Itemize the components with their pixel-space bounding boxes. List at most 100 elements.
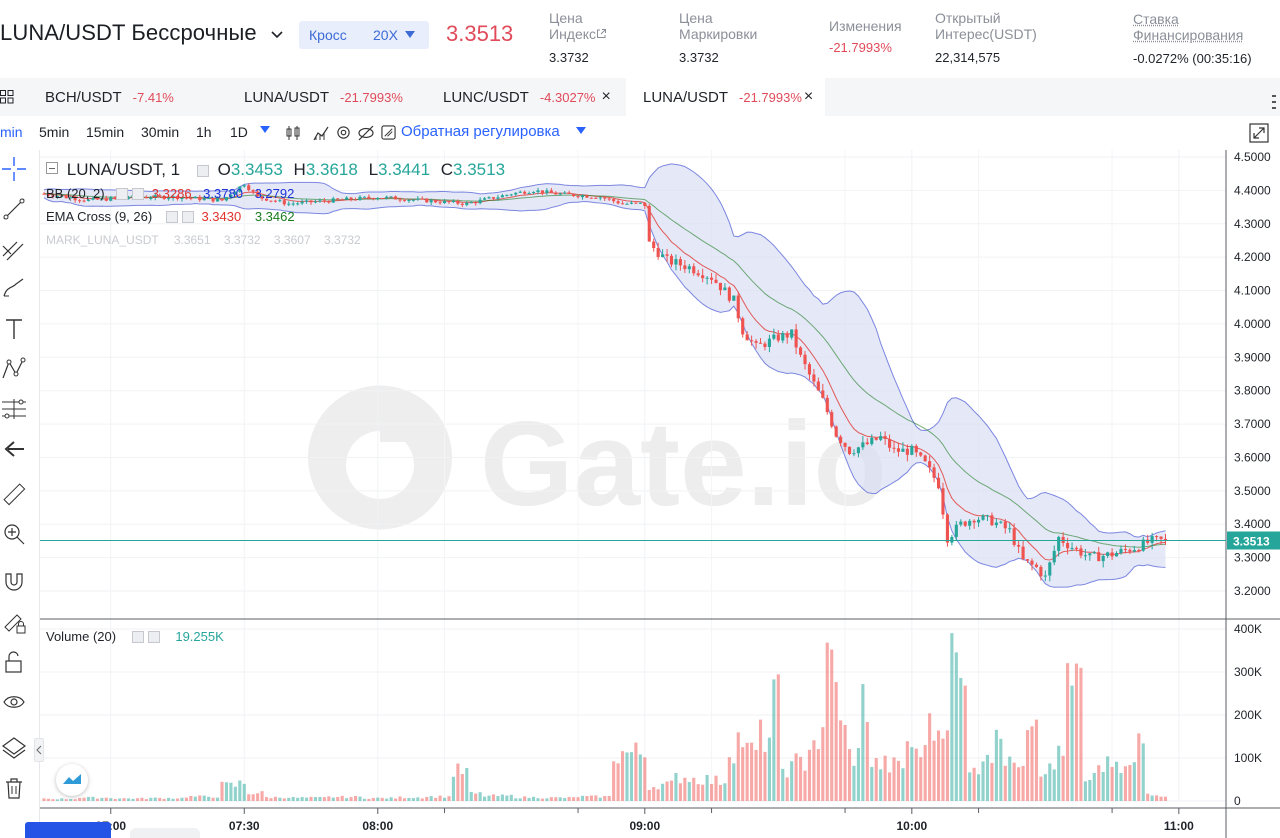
- adjust-mode-selector[interactable]: Обратная регулировка: [401, 123, 560, 140]
- trash-icon[interactable]: [0, 774, 28, 802]
- price-chart-area[interactable]: Gate.io 4.5000 4.4000 4.3000 4.2000 4.1000 4.…: [40, 150, 1280, 838]
- volume-bar: [358, 796, 362, 801]
- volume-bar: [709, 783, 714, 801]
- bb-close-icon[interactable]: [132, 188, 145, 200]
- candle-body: [945, 514, 949, 543]
- interval-1min[interactable]: min: [0, 124, 23, 140]
- volume-bar: [327, 796, 331, 801]
- volume-bar: [211, 797, 215, 801]
- candle-body: [718, 282, 723, 291]
- tab-pair: BCH/USDT: [45, 88, 122, 106]
- leverage-value[interactable]: 20X: [373, 27, 398, 43]
- forecast-icon[interactable]: [0, 395, 28, 423]
- candle-body: [402, 200, 407, 202]
- chevron-down-icon[interactable]: [266, 24, 288, 46]
- more-icon[interactable]: [1272, 94, 1276, 110]
- interval-1d[interactable]: 1D: [230, 124, 248, 140]
- ema-close-icon[interactable]: [181, 211, 194, 223]
- interval-15min[interactable]: 15min: [86, 124, 125, 140]
- caret-down-icon[interactable]: [405, 31, 415, 38]
- ruler-icon[interactable]: [0, 480, 28, 508]
- bb-settings-icon[interactable]: [116, 188, 129, 200]
- text-icon[interactable]: [0, 315, 28, 343]
- collapse-toolbar-button[interactable]: [34, 738, 44, 762]
- watermark-text: Gate.io: [480, 397, 887, 531]
- volume-close-icon[interactable]: [147, 631, 160, 643]
- volume-bar: [282, 798, 286, 801]
- bottom-action-button[interactable]: [25, 822, 111, 838]
- settings-icon[interactable]: [336, 125, 351, 140]
- legend-settings-icon[interactable]: [196, 165, 209, 177]
- candle-body: [1110, 552, 1114, 557]
- volume-bar: [1092, 772, 1096, 801]
- candle-body: [705, 277, 709, 279]
- tab-luna-usdt-active[interactable]: LUNA/USDT -21.7993% ×: [626, 78, 825, 116]
- candles: [42, 183, 1168, 582]
- grid-icon[interactable]: [0, 90, 14, 104]
- stat-label[interactable]: Ставка: [1133, 11, 1179, 27]
- interval-caret-icon[interactable]: [260, 126, 270, 133]
- margin-mode[interactable]: Кросс: [309, 27, 347, 43]
- candle-body: [1119, 548, 1123, 554]
- adjust-caret-icon[interactable]: [576, 127, 586, 134]
- candle-body: [678, 259, 682, 266]
- chart-logo-button[interactable]: [56, 764, 88, 796]
- candle-body: [1106, 552, 1110, 556]
- interval-30min[interactable]: 30min: [141, 124, 180, 140]
- fib-icon[interactable]: [0, 235, 28, 263]
- price-chart[interactable]: Gate.io 4.50004.40004.30004.20004.10004.…: [40, 150, 1280, 838]
- stat-label[interactable]: Индекс: [549, 26, 607, 42]
- ema-settings-icon[interactable]: [165, 211, 178, 223]
- price-tick-label: 3.3000: [1234, 551, 1271, 565]
- volume-bar: [474, 793, 478, 801]
- candle-body: [839, 436, 843, 443]
- volume-bar: [941, 738, 945, 801]
- close-icon[interactable]: ×: [803, 88, 814, 105]
- candle-body: [1052, 550, 1056, 563]
- close-icon[interactable]: ×: [601, 88, 611, 105]
- pattern-icon[interactable]: [0, 355, 28, 383]
- volume-bar: [336, 796, 340, 801]
- display-icon[interactable]: [381, 125, 396, 140]
- volume-bar: [830, 649, 834, 801]
- margin-leverage-selector[interactable]: Кросс 20X: [299, 21, 429, 49]
- layers-icon[interactable]: [0, 734, 28, 762]
- collapse-legend-icon[interactable]: [46, 162, 58, 174]
- brush-icon[interactable]: [0, 275, 28, 303]
- back-arrow-icon[interactable]: [0, 435, 28, 463]
- volume-settings-icon[interactable]: [131, 631, 144, 643]
- tab-change: -7.41%: [132, 89, 174, 105]
- eye-icon[interactable]: [0, 688, 28, 716]
- hide-drawings-icon[interactable]: [357, 125, 375, 141]
- candle-body: [91, 198, 95, 200]
- interval-1h[interactable]: 1h: [196, 124, 212, 140]
- stat-label-line2[interactable]: Индекс: [549, 26, 597, 42]
- crosshair-icon[interactable]: [0, 155, 28, 183]
- candle-body: [64, 195, 68, 199]
- external-link-icon[interactable]: [596, 28, 607, 39]
- tab-bch-usdt[interactable]: BCH/USDT -7.41%: [45, 78, 235, 116]
- candle-body: [109, 197, 113, 201]
- candle-body: [647, 205, 651, 242]
- stat-funding-rate[interactable]: Ставка Финансирования -0.0272% (00:35:16…: [1133, 11, 1252, 66]
- tab-luna-usdt[interactable]: LUNA/USDT -21.7993%: [244, 78, 434, 116]
- tab-lunc-usdt[interactable]: LUNC/USDT -4.3027% ×: [443, 78, 623, 116]
- unlock-icon[interactable]: [0, 648, 28, 676]
- candle-body: [1066, 543, 1070, 549]
- volume-bar: [158, 797, 162, 801]
- candles-icon[interactable]: [286, 125, 300, 141]
- volume-bar: [1074, 663, 1079, 801]
- fullscreen-icon[interactable]: [1249, 123, 1269, 143]
- interval-5min[interactable]: 5min: [39, 124, 70, 140]
- zoom-in-icon[interactable]: [0, 520, 28, 548]
- lock-drawing-icon[interactable]: [0, 608, 28, 636]
- indicators-icon[interactable]: [313, 125, 329, 141]
- magnet-icon[interactable]: [0, 568, 28, 596]
- tab-change: -21.7993%: [739, 89, 802, 105]
- pair-title[interactable]: LUNA/USDT Бессрочные: [0, 20, 257, 45]
- time-tick-label: 11:00: [1164, 819, 1194, 833]
- stat-label[interactable]: Финансирования: [1133, 27, 1244, 43]
- watermark-logo-square: [380, 400, 422, 442]
- trend-line-icon[interactable]: [0, 195, 28, 223]
- bottom-secondary-tab[interactable]: [130, 828, 200, 838]
